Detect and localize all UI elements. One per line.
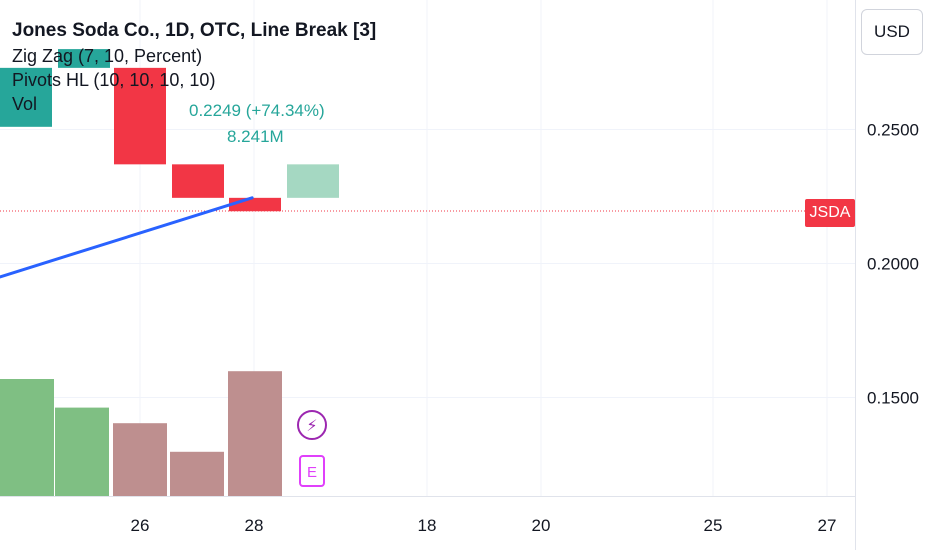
change-annotation: 0.2249 (+74.34%) <box>189 101 325 120</box>
line-break-brick <box>229 197 281 212</box>
line-break-bricks <box>0 49 339 212</box>
price-pane <box>0 0 856 550</box>
time-tick-label: 25 <box>704 516 723 535</box>
last-price-tag: JSDA <box>805 199 855 227</box>
dividend-event-glyph: ⚡ <box>306 418 317 435</box>
volume-bar <box>55 407 109 496</box>
grid <box>0 0 855 496</box>
chart-legend: Jones Soda Co., 1D, OTC, Line Break [3] … <box>12 18 376 116</box>
volume-indicator-label[interactable]: Vol <box>12 94 38 114</box>
earnings-event-icon[interactable] <box>299 455 325 487</box>
volume-bar <box>0 379 54 496</box>
line-break-brick <box>114 67 166 165</box>
volume-annotation: 8.241M <box>227 127 284 146</box>
event-markers[interactable]: ⚡ E <box>297 410 327 487</box>
volume-bar <box>113 423 167 496</box>
time-axis[interactable]: 26 28 18 20 25 27 <box>131 516 837 535</box>
line-break-brick <box>172 164 224 198</box>
price-tick-label: 0.2500 <box>867 121 919 140</box>
zigzag-segment <box>0 196 254 279</box>
time-tick-label: 27 <box>818 516 837 535</box>
pivots-indicator-label[interactable]: Pivots HL (10, 10, 10, 10) <box>12 70 216 90</box>
price-tick-label: 0.2000 <box>867 255 919 274</box>
time-tick-label: 26 <box>131 516 150 535</box>
time-tick-label: 18 <box>418 516 437 535</box>
line-break-brick <box>287 164 339 198</box>
zigzag-line <box>0 196 254 279</box>
dividend-event-icon[interactable] <box>297 410 327 440</box>
price-axis[interactable]: 0.2500 0.2000 0.1500 <box>867 121 919 408</box>
time-tick-label: 20 <box>532 516 551 535</box>
price-tick-label: 0.1500 <box>867 389 919 408</box>
volume-bar <box>228 371 282 496</box>
currency-button[interactable]: USD <box>861 9 923 55</box>
line-break-brick <box>0 67 52 127</box>
earnings-event-glyph: E <box>307 464 317 481</box>
line-break-brick <box>58 49 110 68</box>
time-tick-label: 28 <box>245 516 264 535</box>
zigzag-indicator-label[interactable]: Zig Zag (7, 10, Percent) <box>12 46 203 66</box>
volume-bars <box>0 371 282 496</box>
symbol-title[interactable]: Jones Soda Co., 1D, OTC, Line Break [3] <box>12 20 377 41</box>
volume-bar <box>170 451 224 496</box>
